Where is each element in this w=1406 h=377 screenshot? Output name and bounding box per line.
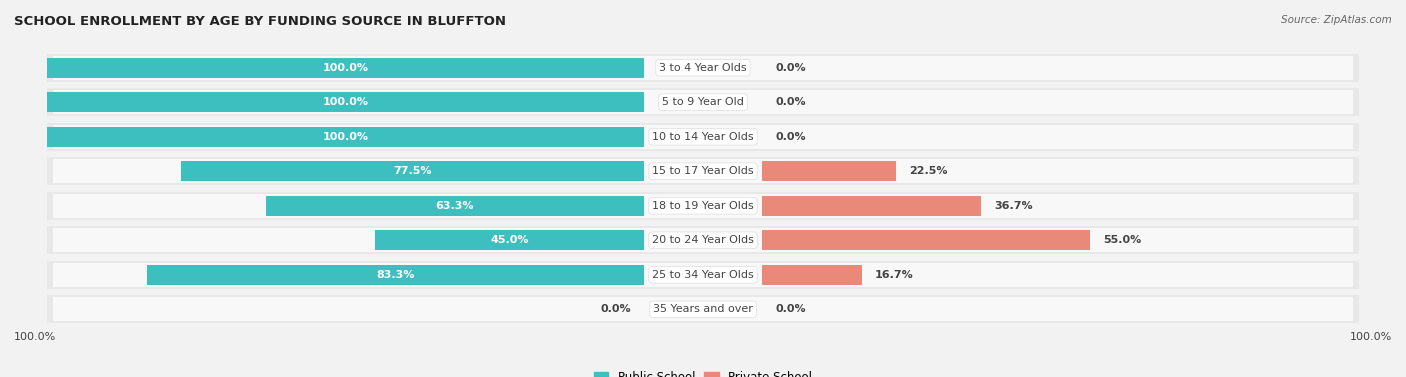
Bar	[53, 263, 1353, 287]
Text: 55.0%: 55.0%	[1104, 235, 1142, 245]
Text: 0.0%: 0.0%	[775, 63, 806, 73]
Bar	[46, 58, 644, 78]
Text: 77.5%: 77.5%	[394, 166, 432, 176]
Bar	[46, 92, 644, 112]
Text: 100.0%: 100.0%	[322, 132, 368, 142]
Text: 20 to 24 Year Olds: 20 to 24 Year Olds	[652, 235, 754, 245]
Bar	[46, 261, 1360, 289]
Legend: Public School, Private School: Public School, Private School	[589, 366, 817, 377]
Bar	[375, 230, 644, 250]
Text: 15 to 17 Year Olds: 15 to 17 Year Olds	[652, 166, 754, 176]
Bar	[762, 161, 897, 181]
Text: 45.0%: 45.0%	[491, 235, 529, 245]
Text: 63.3%: 63.3%	[436, 201, 474, 211]
Bar	[53, 297, 1353, 321]
Bar	[46, 295, 1360, 323]
Text: 100.0%: 100.0%	[322, 63, 368, 73]
Bar	[762, 265, 862, 285]
Text: 35 Years and over: 35 Years and over	[652, 304, 754, 314]
Text: 22.5%: 22.5%	[910, 166, 948, 176]
Text: 18 to 19 Year Olds: 18 to 19 Year Olds	[652, 201, 754, 211]
Bar	[53, 159, 1353, 183]
Bar	[146, 265, 644, 285]
Bar	[53, 56, 1353, 80]
Text: 0.0%: 0.0%	[775, 304, 806, 314]
Bar	[53, 125, 1353, 149]
Bar	[53, 90, 1353, 114]
Bar	[46, 127, 644, 147]
Text: 0.0%: 0.0%	[775, 132, 806, 142]
Bar	[46, 192, 1360, 220]
Text: 16.7%: 16.7%	[875, 270, 914, 280]
Text: SCHOOL ENROLLMENT BY AGE BY FUNDING SOURCE IN BLUFFTON: SCHOOL ENROLLMENT BY AGE BY FUNDING SOUR…	[14, 15, 506, 28]
Bar	[53, 228, 1353, 252]
Bar	[46, 157, 1360, 185]
Text: 100.0%: 100.0%	[14, 332, 56, 342]
Text: 25 to 34 Year Olds: 25 to 34 Year Olds	[652, 270, 754, 280]
Text: 3 to 4 Year Olds: 3 to 4 Year Olds	[659, 63, 747, 73]
Text: 100.0%: 100.0%	[1350, 332, 1392, 342]
Bar	[53, 194, 1353, 218]
Bar	[46, 123, 1360, 151]
Text: 36.7%: 36.7%	[994, 201, 1033, 211]
Text: 5 to 9 Year Old: 5 to 9 Year Old	[662, 97, 744, 107]
Text: 100.0%: 100.0%	[322, 97, 368, 107]
Bar	[762, 230, 1091, 250]
Bar	[46, 88, 1360, 116]
Text: 0.0%: 0.0%	[775, 97, 806, 107]
Text: 10 to 14 Year Olds: 10 to 14 Year Olds	[652, 132, 754, 142]
Text: 0.0%: 0.0%	[600, 304, 631, 314]
Bar	[46, 226, 1360, 254]
Text: 83.3%: 83.3%	[375, 270, 415, 280]
Bar	[46, 54, 1360, 82]
Bar	[181, 161, 644, 181]
Text: Source: ZipAtlas.com: Source: ZipAtlas.com	[1281, 15, 1392, 25]
Bar	[266, 196, 644, 216]
Bar	[762, 196, 981, 216]
